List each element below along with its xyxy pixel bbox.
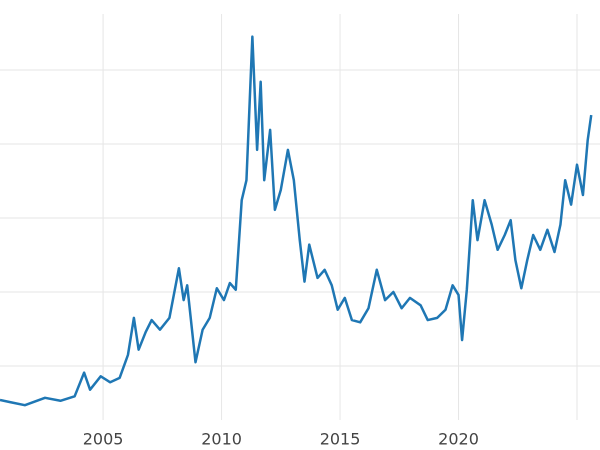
x-tick-label: 2005	[83, 430, 124, 449]
x-tick-label: 2010	[201, 430, 242, 449]
line-series	[0, 35, 593, 407]
x-tick-label: 2020	[438, 430, 479, 449]
x-tick-label: 2015	[320, 430, 361, 449]
